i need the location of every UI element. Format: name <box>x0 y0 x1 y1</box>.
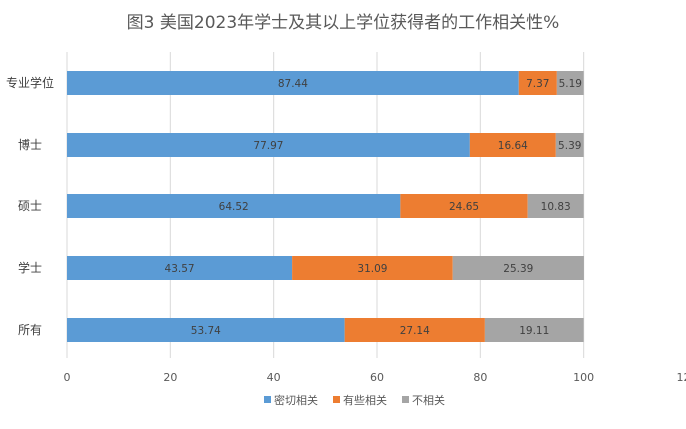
data-label: 10.83 <box>541 201 571 213</box>
category-label: 学士 <box>18 260 42 275</box>
legend: 密切相关 有些相关 不相关 <box>264 393 445 407</box>
data-label: 25.39 <box>503 263 533 275</box>
x-tick-label: 40 <box>267 371 281 384</box>
data-label: 7.37 <box>526 78 549 90</box>
x-tick-label: 0 <box>64 371 71 384</box>
data-label: 43.57 <box>165 263 195 275</box>
category-label: 所有 <box>18 323 42 337</box>
x-tick-label: 80 <box>473 371 487 384</box>
data-label: 77.97 <box>253 140 283 152</box>
category-label: 硕士 <box>18 199 42 213</box>
data-label: 64.52 <box>219 201 249 213</box>
data-label: 24.65 <box>449 201 479 213</box>
data-label: 87.44 <box>278 78 308 90</box>
data-label: 27.14 <box>400 325 430 337</box>
category-label: 博士 <box>18 137 42 152</box>
x-axis-ticks: 0 20 40 60 80 100 120 <box>64 371 686 384</box>
x-tick-label: 60 <box>370 371 384 384</box>
legend-label: 有些相关 <box>343 393 387 407</box>
data-label: 31.09 <box>357 263 387 275</box>
data-label: 53.74 <box>191 325 221 337</box>
data-label: 5.19 <box>559 78 582 90</box>
bars: 87.44 7.37 5.19 77.97 16.64 5.39 64.52 24.65 10.… <box>67 71 584 342</box>
x-tick-label: 100 <box>573 371 594 384</box>
data-label: 16.64 <box>498 140 528 152</box>
legend-swatch <box>333 396 340 403</box>
data-label: 5.39 <box>558 140 581 152</box>
chart-title: 图3 美国2023年学士及其以上学位获得者的工作相关性% <box>127 13 560 33</box>
legend-swatch <box>402 396 409 403</box>
x-tick-label: 120 <box>677 371 686 384</box>
data-label: 19.11 <box>519 325 549 337</box>
legend-swatch <box>264 396 271 403</box>
legend-label: 密切相关 <box>274 393 318 407</box>
x-tick-label: 20 <box>163 371 177 384</box>
category-label: 专业学位 <box>6 75 54 90</box>
legend-label: 不相关 <box>412 393 445 407</box>
